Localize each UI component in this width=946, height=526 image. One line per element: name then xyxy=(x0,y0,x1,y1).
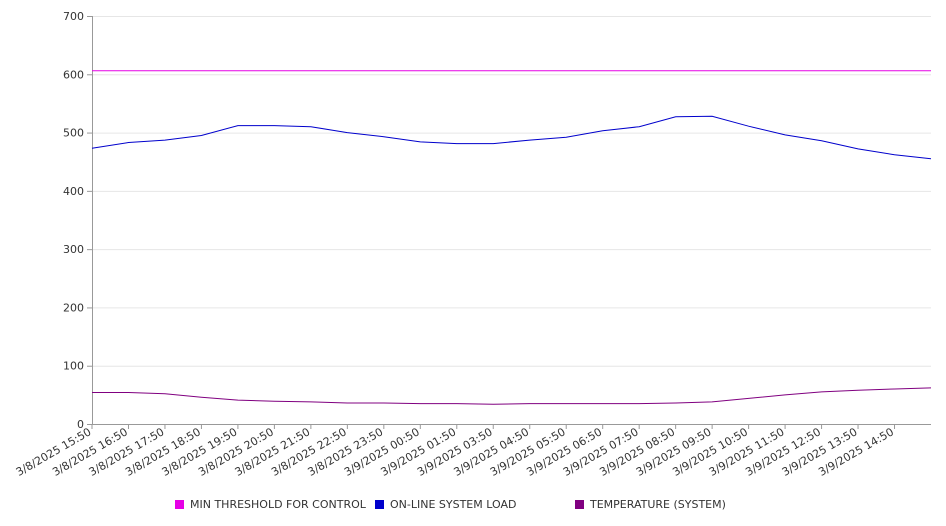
series-line-on-line-system-load xyxy=(91,115,932,160)
legend-label: MIN THRESHOLD FOR CONTROL xyxy=(190,498,366,511)
legend-item-system-load[interactable]: ON-LINE SYSTEM LOAD xyxy=(375,498,516,511)
y-tick-label: 500 xyxy=(63,127,84,140)
y-tick-label: 200 xyxy=(63,301,84,314)
y-tick-label: 700 xyxy=(63,10,84,23)
gridlines xyxy=(92,16,931,367)
series-line-temperature-system xyxy=(92,387,932,405)
x-axis-ticks: 3/8/2025 15:503/8/2025 16:503/8/2025 17:… xyxy=(14,424,896,479)
legend-swatch xyxy=(175,500,184,509)
axes xyxy=(92,16,931,425)
y-tick-label: 300 xyxy=(63,243,84,256)
series-lines xyxy=(91,70,932,405)
legend: MIN THRESHOLD FOR CONTROL ON-LINE SYSTEM… xyxy=(0,498,946,514)
legend-item-min-threshold[interactable]: MIN THRESHOLD FOR CONTROL xyxy=(175,498,366,511)
legend-label: TEMPERATURE (SYSTEM) xyxy=(590,498,726,511)
y-tick-label: 400 xyxy=(63,185,84,198)
legend-swatch xyxy=(375,500,384,509)
y-axis-ticks: 0 100 200 300 400 500 600 700 xyxy=(63,10,92,431)
y-tick-label: 600 xyxy=(63,68,84,81)
legend-label: ON-LINE SYSTEM LOAD xyxy=(390,498,517,511)
legend-item-temperature[interactable]: TEMPERATURE (SYSTEM) xyxy=(575,498,726,511)
legend-swatch xyxy=(575,500,584,509)
y-tick-label: 0 xyxy=(77,418,84,431)
y-tick-label: 100 xyxy=(63,360,84,373)
